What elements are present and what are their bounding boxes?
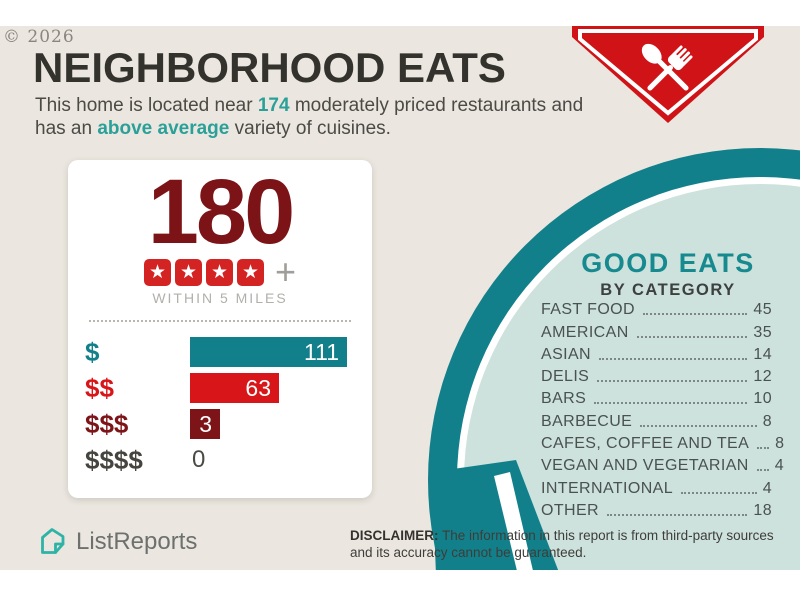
bar-track: 63 63 [190,373,350,403]
white-slash [494,472,533,570]
disclaimer-label: DISCLAIMER: [350,528,439,543]
list-item: BARBECUE 8 [541,409,772,431]
mint-inner-circle [464,184,800,570]
price-level-label: $$$$ [85,444,143,475]
dotted-leader [599,357,748,360]
price-bar-row: $ 111 111 [85,334,372,370]
list-item: DELIS 12 [541,365,772,387]
list-item: ASIAN 14 [541,343,772,365]
dotted-leader [640,424,757,427]
listreports-logo: ListReports [36,526,197,557]
page-title: NEIGHBORHOOD EATS [33,44,506,91]
price-level-label: $ [85,336,100,367]
list-item: FAST FOOD 45 [541,298,772,320]
bar-value: 111 [304,338,339,365]
beige-background: © 2026 NEIGHBORHOOD EATS This home is lo… [0,26,800,570]
dotted-leader [607,513,748,516]
category-label: DELIS [541,368,590,386]
price-bar-row: $$$$ 0 0 [85,442,372,478]
dotted-leader [757,447,770,450]
price-level-label: $$$ [85,408,129,439]
good-eats-subtitle: BY CATEGORY [600,281,736,299]
bar-track: 111 111 [190,337,350,367]
category-label: FAST FOOD [541,301,635,319]
category-label: BARBECUE [541,412,633,430]
bar-value: 63 [245,374,271,401]
category-label: AMERICAN [541,323,629,341]
list-item: AMERICAN 35 [541,320,772,342]
price-bar: 63 [190,373,279,403]
bar-value: 3 [199,410,212,437]
star-icon: ★ [174,258,202,286]
star-icon: ★ [205,258,233,286]
list-item: BARS 10 [541,387,772,409]
category-value: 10 [753,390,772,408]
bar-track: 0 0 [190,445,350,475]
category-value: 45 [753,301,772,319]
restaurant-count-accent: 174 [257,95,290,116]
badge-inner-outline [578,29,758,116]
list-item: VEGAN AND VEGETARIAN 4 [541,454,784,476]
copyright-watermark: © 2026 [3,27,75,47]
category-label: VEGAN AND VEGETARIAN [541,457,749,475]
house-logo-icon [41,528,65,554]
subtitle-text: variety of cuisines. [229,118,391,139]
badge-shield-shape [572,26,764,123]
plus-icon: + [274,251,297,292]
good-eats-circle-graphic [428,148,800,570]
category-label: CAFES, COFFEE AND TEA [541,435,750,453]
category-label: BARS [541,390,587,408]
fork-and-spoon-icon [641,43,693,91]
category-value: 18 [753,501,772,519]
category-value: 35 [753,323,772,341]
price-level-label: $$ [85,372,114,403]
price-bar-row: $$$ 3 3 [85,406,372,442]
dotted-leader [681,491,757,494]
dotted-leader [636,335,748,338]
dotted-leader [756,469,769,472]
price-bar-chart: $ 111 111 $$ 63 63 $$$ 3 [68,334,372,478]
subtitle-text: This home is located near [35,95,258,116]
subtitle-text: has an [35,118,98,139]
dotted-leader [642,313,748,316]
category-value: 8 [775,435,785,453]
good-eats-heading: GOOD EATS BY CATEGORY [553,248,783,300]
bar-zero-value: 0 [192,446,206,473]
category-list: FAST FOOD 45 AMERICAN 35 ASIAN 14 DELIS 12 B… [541,298,784,521]
dotted-leader [597,380,748,383]
category-value: 14 [753,345,772,363]
good-eats-title: GOOD EATS [581,248,755,278]
price-bar: 3 [190,409,220,439]
disclaimer-text: The information in this report is from t… [350,528,774,560]
teal-swoosh [432,460,559,570]
category-value: 4 [762,479,772,497]
category-label: INTERNATIONAL [541,479,674,497]
star-rating: ★ ★ ★ ★ + [143,251,297,292]
category-value: 12 [753,368,772,386]
page-subtitle: This home is located near 174 moderately… [35,94,583,140]
list-item: CAFES, COFFEE AND TEA 8 [541,432,784,454]
category-value: 8 [762,412,772,430]
subtitle-text: moderately priced restaurants and [289,95,584,116]
list-item: INTERNATIONAL 4 [541,476,772,498]
list-item: OTHER 18 [541,499,772,521]
star-icon: ★ [236,258,264,286]
dotted-leader [594,402,748,405]
category-label: ASIAN [541,345,592,363]
price-bar-row: $$ 63 63 [85,370,372,406]
restaurant-count: 180 [147,161,295,263]
radius-caption: WITHIN 5 MILES [152,290,288,306]
disclaimer: DISCLAIMER: The information in this repo… [350,527,792,561]
category-label: OTHER [541,501,599,519]
bar-track: 3 3 [190,409,350,439]
variety-accent: above average [97,118,230,139]
stats-card: 180 ★ ★ ★ ★ + WITHIN 5 MILES $ 111 111 [68,160,372,498]
brand-name: ListReports [76,527,198,555]
category-value: 4 [774,457,785,475]
star-icon: ★ [143,258,171,286]
restaurant-badge [572,26,764,123]
price-bar: 111 [190,337,347,367]
dotted-divider [89,320,351,322]
